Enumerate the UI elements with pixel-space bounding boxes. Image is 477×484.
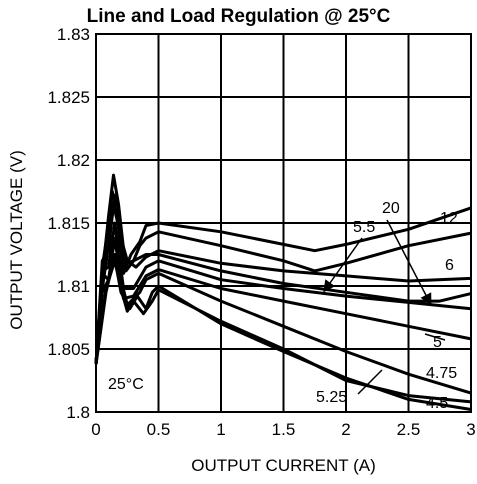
y-tick-label: 1.825: [47, 88, 90, 107]
y-tick-label: 1.805: [47, 340, 90, 359]
leader-line: [357, 369, 383, 395]
x-tick-label: 0: [91, 420, 100, 439]
series-label: 5: [433, 334, 442, 351]
series-line: [94, 193, 472, 365]
temperature-annotation: 25°C: [108, 376, 144, 393]
ticks: 0 0.5 1 1.5 2 2.5 3 1.8 1.805 1.81 1.815 1.82 1.825 1…: [47, 25, 475, 439]
x-axis-label: OUTPUT CURRENT (A): [191, 456, 376, 475]
leader-line: [323, 237, 363, 293]
grid: [96, 34, 471, 412]
x-tick-label: 2: [341, 420, 350, 439]
series-label: 4.5: [426, 395, 448, 412]
series-label: 5.25: [316, 389, 347, 406]
series-label: 4.75: [426, 365, 457, 382]
x-tick-label: 3: [466, 420, 475, 439]
plot-frame: [95, 33, 472, 413]
leader-line: [424, 333, 446, 341]
series-label: 5.5: [353, 219, 375, 236]
series-label: 12: [440, 210, 458, 227]
series-line: [94, 256, 472, 411]
series-line: [94, 173, 472, 365]
x-tick-label: 2.5: [397, 420, 421, 439]
y-tick-label: 1.81: [57, 277, 90, 296]
series-line: [94, 221, 472, 365]
series-layer: [94, 173, 472, 411]
series-label: 20: [382, 200, 400, 217]
y-tick-label: 1.83: [57, 25, 90, 44]
series-label: 6: [445, 257, 454, 274]
y-tick-label: 1.82: [57, 151, 90, 170]
y-tick-label: 1.815: [47, 214, 90, 233]
x-tick-label: 1: [216, 420, 225, 439]
leader-line: [386, 219, 432, 306]
x-tick-label: 0.5: [147, 420, 171, 439]
y-tick-label: 1.8: [66, 403, 90, 422]
chart-title: Line and Load Regulation @ 25°C: [86, 6, 391, 27]
x-tick-label: 1.5: [272, 420, 296, 439]
series-labels: 12 6 5.5 20 5 4.75 5.25 4.5: [316, 200, 458, 412]
